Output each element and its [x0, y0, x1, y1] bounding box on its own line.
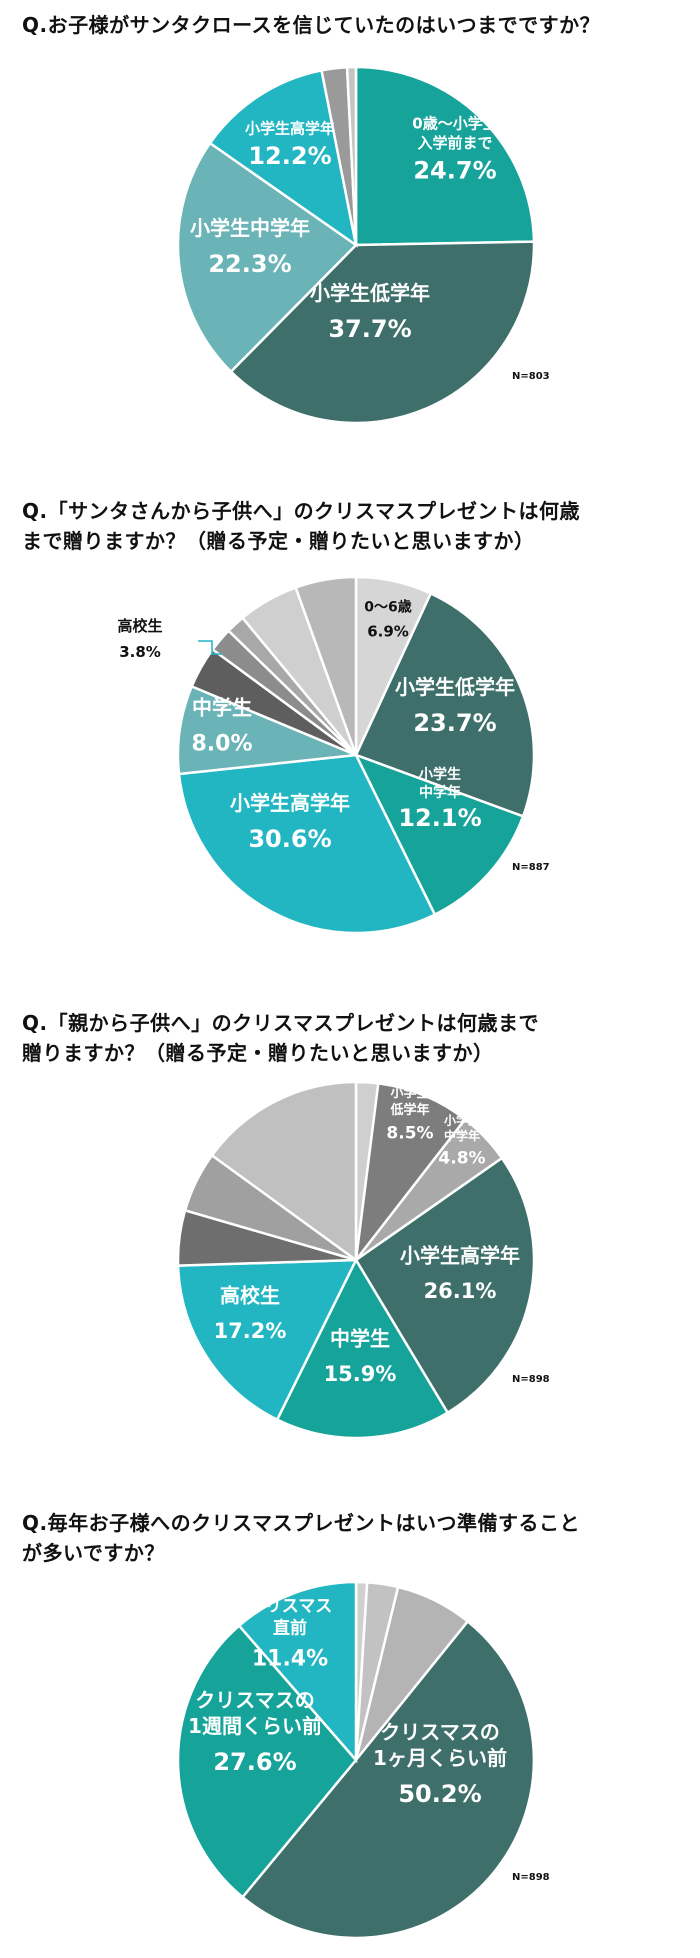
slice-value-label: 27.6%	[213, 1748, 296, 1776]
slice-value-label: 12.1%	[398, 804, 481, 832]
slice-value-label: 50.2%	[398, 1780, 481, 1808]
slice-category-label: 1週間くらい前	[188, 1714, 322, 1738]
slice-label-2-5: 中学生 8.0%	[191, 696, 252, 757]
slice-label-2-4: 小学生高学年 30.6%	[230, 791, 350, 853]
slice-category-label: 中学生	[192, 696, 252, 720]
slice-category-label: 中学生	[330, 1326, 390, 1350]
sample-size-label: N=898	[512, 1374, 550, 1385]
pie-slice-2-5	[176, 684, 357, 776]
sample-size-label: N=887	[512, 862, 550, 873]
slice-category-label: 高校生	[220, 1283, 280, 1307]
pie-slice-4-5	[176, 1623, 358, 1899]
slice-label-2-6: 高校生 3.8%	[117, 617, 162, 661]
slice-value-label: 11.4%	[252, 1647, 328, 1672]
slice-value-label: 3.8%	[119, 643, 161, 661]
slice-category-label: 小学生高学年	[245, 119, 335, 137]
slice-value-label: 6.9%	[367, 622, 409, 640]
slice-category-label: 小学生高学年	[230, 791, 350, 815]
pie-slice-3-4	[354, 1156, 536, 1415]
pie-slice-3-5	[275, 1257, 450, 1440]
slice-value-label: 15.9%	[324, 1362, 397, 1386]
pie-slice-1-4	[208, 68, 358, 248]
pie-slice-1-2	[229, 240, 536, 425]
pie-slice-2-3	[353, 752, 525, 917]
pie-chart-santa-belief: 0歳〜小学生入学前まで24.7%小学生低学年37.7%小学生中学年22.3%小学…	[176, 65, 550, 425]
slice-label-2-2: 小学生低学年 23.7%	[395, 675, 515, 737]
slice-category-label: 高校生	[117, 617, 162, 635]
pie-chart-parent-present-age: 小学生低学年8.5%小学生中学年4.8%小学生高学年26.1%中学生15.9%高…	[176, 1080, 550, 1440]
slice-label-2-3: 小学生中学年 12.1%	[398, 766, 481, 832]
slice-label-2-1: 0〜6歳 6.9%	[364, 598, 411, 640]
pie-chart-santa-present-age: 0〜6歳 6.9% 小学生低学年 23.7% 小学生中学年 12.1% 小学生高学年 30.6…	[117, 575, 550, 935]
pie-slice-1-6	[345, 65, 358, 246]
slice-category-label: 小学生低学年	[395, 675, 515, 699]
slice-label-3-2: 小学生低学年 8.5%	[386, 1085, 433, 1144]
sample-size-label: N=803	[512, 371, 550, 382]
pie-slice-4-4	[240, 1619, 536, 1940]
slice-value-label: 8.5%	[386, 1124, 433, 1144]
slice-category-label: 小学生高学年	[400, 1243, 520, 1267]
slice-value-label: 22.3%	[208, 250, 291, 278]
slice-category-label: 中学年	[444, 1128, 480, 1143]
sample-size-label: N=898	[512, 1872, 550, 1883]
pie-slice-1-3	[176, 141, 358, 374]
pie-slice-2-10	[294, 575, 358, 756]
slice-category-label: 低学年	[389, 1102, 429, 1118]
slice-label-3-6: 高校生 17.2%	[214, 1283, 287, 1343]
slice-value-label: 23.7%	[413, 709, 496, 737]
slice-value-label: 8.0%	[191, 732, 252, 757]
pie-chart-preparation-timing: クリスマスの1ヶ月くらい前50.2%クリスマスの1週間くらい前27.6%クリスマ…	[176, 1580, 550, 1940]
question-4-title: Q.毎年お子様へのクリスマスプレゼントはいつ準備すること が多いですか？	[22, 1511, 580, 1565]
slice-value-label: 17.2%	[214, 1319, 287, 1343]
slice-value-label: 26.1%	[424, 1279, 497, 1303]
slice-category-label: 1ヶ月くらい前	[373, 1746, 507, 1770]
slice-value-label: 30.6%	[248, 825, 331, 853]
pie-slice-4-6	[237, 1580, 358, 1764]
pie-slice-2-2	[354, 591, 536, 818]
leader-line	[198, 640, 222, 655]
slice-category-label: 小学生	[390, 1085, 429, 1101]
slice-category-label: 入学前まで	[417, 134, 492, 152]
slice-category-label: 小学生低学年	[310, 281, 430, 305]
slice-value-label: 37.7%	[328, 315, 411, 343]
slice-category-label: 中学年	[419, 784, 461, 801]
slice-category-label: 小学生中学年	[190, 216, 310, 240]
pie-slice-1-1	[354, 65, 536, 247]
slice-category-label: クリスマスの	[195, 1688, 314, 1712]
pie-slice-3-6	[176, 1258, 359, 1422]
slice-category-label: 直前	[273, 1618, 307, 1639]
question-3-title: Q.「親から子供へ」のクリスマスプレゼントは何歳まで 贈りますか？（贈る予定・贈…	[22, 1011, 539, 1065]
slice-label-3-3: 小学生中学年 4.8%	[438, 1113, 485, 1169]
pie-slice-3-9	[210, 1080, 358, 1263]
slice-value-label: 24.7%	[413, 157, 496, 185]
slice-label-1-4: 小学生高学年 12.2%	[245, 119, 335, 169]
slice-value-label: 4.8%	[438, 1148, 485, 1168]
pie-slice-3-2	[354, 1082, 467, 1265]
question-1-title: Q.お子様がサンタクロースを信じていたのはいつまでですか？	[22, 13, 601, 37]
question-2-title: Q.「サンタさんから子供へ」のクリスマスプレゼントは何歳 まで贈りますか？（贈る…	[22, 499, 580, 553]
pie-slice-2-4	[177, 753, 437, 935]
slice-category-label: クリスマスの	[380, 1720, 499, 1744]
slice-category-label: クリスマス	[248, 1597, 333, 1617]
slice-category-label: 小学生	[419, 766, 461, 783]
slice-label-1-2: 小学生低学年 37.7%	[310, 281, 430, 343]
slice-value-label: 12.2%	[248, 142, 331, 170]
slice-category-label: 0歳〜小学生	[412, 115, 497, 133]
slice-label-3-4: 小学生高学年 26.1%	[400, 1243, 520, 1303]
slice-category-label: 小学生	[444, 1113, 480, 1128]
slice-label-3-5: 中学生 15.9%	[324, 1326, 397, 1386]
slice-label-1-3: 小学生中学年 22.3%	[190, 216, 310, 278]
slice-category-label: 0〜6歳	[364, 598, 411, 615]
